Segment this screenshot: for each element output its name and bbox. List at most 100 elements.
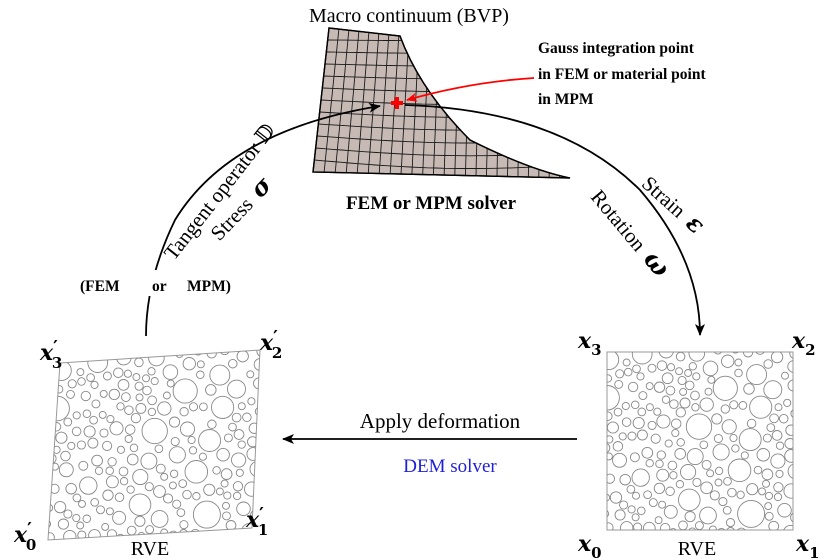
fem-mpm-note-part-2: or (152, 278, 167, 295)
rotation-label: Rotation (586, 185, 651, 256)
rve-left-particle (219, 350, 230, 356)
rve-left-particle (76, 521, 85, 530)
macro-mesh (312, 27, 571, 179)
rve-left-particle (253, 358, 260, 371)
rve-left-corner-x3: x′ 3 (39, 337, 62, 372)
rve-right-particle (790, 511, 793, 524)
rve-left-particle (155, 463, 166, 474)
rve-right-particle (637, 506, 646, 516)
rve-left-particle (147, 367, 156, 376)
rve-left-particle (126, 525, 137, 536)
rve-left-particle (76, 368, 85, 377)
rve-left-particle (128, 493, 152, 516)
rve-left-particle (179, 520, 189, 530)
rve-left-particle (142, 385, 152, 396)
rve-right-particle (766, 423, 776, 432)
rve-right-particle (665, 385, 676, 396)
rve-left-particle (142, 374, 150, 383)
rve-left-particle (63, 509, 73, 519)
rve-left-particle (147, 407, 157, 417)
rve-right-particle (783, 483, 793, 499)
rve-right-particle (699, 440, 709, 450)
rve-right-particle (716, 528, 727, 530)
rve-right-particle (686, 448, 704, 466)
rve-right-particle (632, 364, 641, 374)
rve-left-particle (105, 475, 119, 489)
rve-left-particle (58, 462, 74, 478)
rve-right-particle (723, 476, 732, 486)
rve-right-particle (787, 463, 793, 480)
rve-right-particle (669, 528, 678, 530)
rve-right-particle (722, 505, 732, 515)
rve-right-particle (679, 397, 691, 409)
rve-right-particle (607, 452, 613, 461)
rve-left-particle (237, 402, 246, 411)
rve-right-particle (643, 490, 652, 500)
rve-right-particle (763, 380, 783, 400)
rve-left-particle (153, 485, 166, 498)
rve-right-particle (679, 387, 688, 396)
rve-left-particle (157, 401, 172, 416)
rve-left-particle (203, 483, 216, 496)
rve-left-particle (211, 395, 235, 419)
rve-right-particle (699, 506, 717, 525)
rve-left-particle (94, 466, 104, 475)
rve-right-particle (636, 429, 648, 441)
rve-left-particle (176, 508, 186, 517)
rve-right-particle (607, 493, 611, 502)
rve-right-particle (727, 458, 752, 483)
rve-right-particle (684, 369, 693, 377)
rve-right-particle (607, 435, 614, 444)
gauss-pointer-arrow (406, 77, 535, 102)
rve-right-particle (647, 420, 657, 430)
rve-left-particle (184, 460, 209, 484)
rve-left-particle (90, 497, 100, 507)
rve-right-particle (675, 367, 684, 376)
rve-right-particle (621, 401, 630, 411)
rve-left-particle (96, 505, 105, 515)
rve-right-particle (607, 374, 613, 383)
rve-right-particle (623, 367, 633, 377)
rve-left-particle (237, 440, 246, 449)
rve-right-particle (656, 360, 668, 371)
rve-right-corner-x3: x3 (577, 328, 602, 359)
rve-left-particle (102, 371, 112, 381)
rve-left-particle (132, 468, 149, 486)
rve-left-particle (90, 380, 99, 389)
rve-left-particle (91, 454, 103, 467)
rve-right-particle (677, 375, 687, 386)
rve-left-particle (116, 445, 125, 454)
rve-left-particle (72, 513, 81, 523)
rve-left-particle (212, 466, 221, 475)
rve-right-particle (764, 502, 773, 511)
rve-right-particle (620, 521, 634, 530)
rve-left-particle (113, 367, 124, 378)
rve-left-particle (222, 501, 230, 510)
rve-right-particle (762, 479, 770, 488)
dem-solver-label: DEM solver (403, 456, 497, 477)
rve-left-particle (188, 402, 199, 412)
rve-right-particle (749, 395, 773, 419)
rve-right-particle (621, 417, 632, 427)
rve-left-particle (119, 477, 129, 486)
rve-left-particle (199, 402, 208, 412)
rve-right-particle (678, 488, 701, 512)
rve-right-particle (630, 400, 640, 410)
rve-right-particle (764, 511, 774, 521)
rve-left-particle (116, 402, 125, 411)
rve-right-particle (753, 465, 763, 475)
rve-right-particle (764, 491, 774, 500)
rve-right-particle (713, 352, 723, 355)
rve-right-particle (663, 504, 678, 519)
rve-left-particle (114, 492, 125, 503)
rve-right-corner-x0: x0 (577, 531, 602, 559)
rve-left-particle (112, 510, 127, 525)
rve-right-particle (656, 414, 671, 429)
rve-left-particle (76, 440, 86, 450)
rve-right-corner-x1: x1 (795, 531, 820, 559)
rve-left-particle (150, 377, 159, 386)
rve-left-particle (145, 525, 155, 535)
gauss-note-line-3: in MPM (538, 91, 594, 108)
rve-left-corner-x0: x′ 0 (13, 519, 36, 554)
rve-right-particle (756, 448, 771, 462)
